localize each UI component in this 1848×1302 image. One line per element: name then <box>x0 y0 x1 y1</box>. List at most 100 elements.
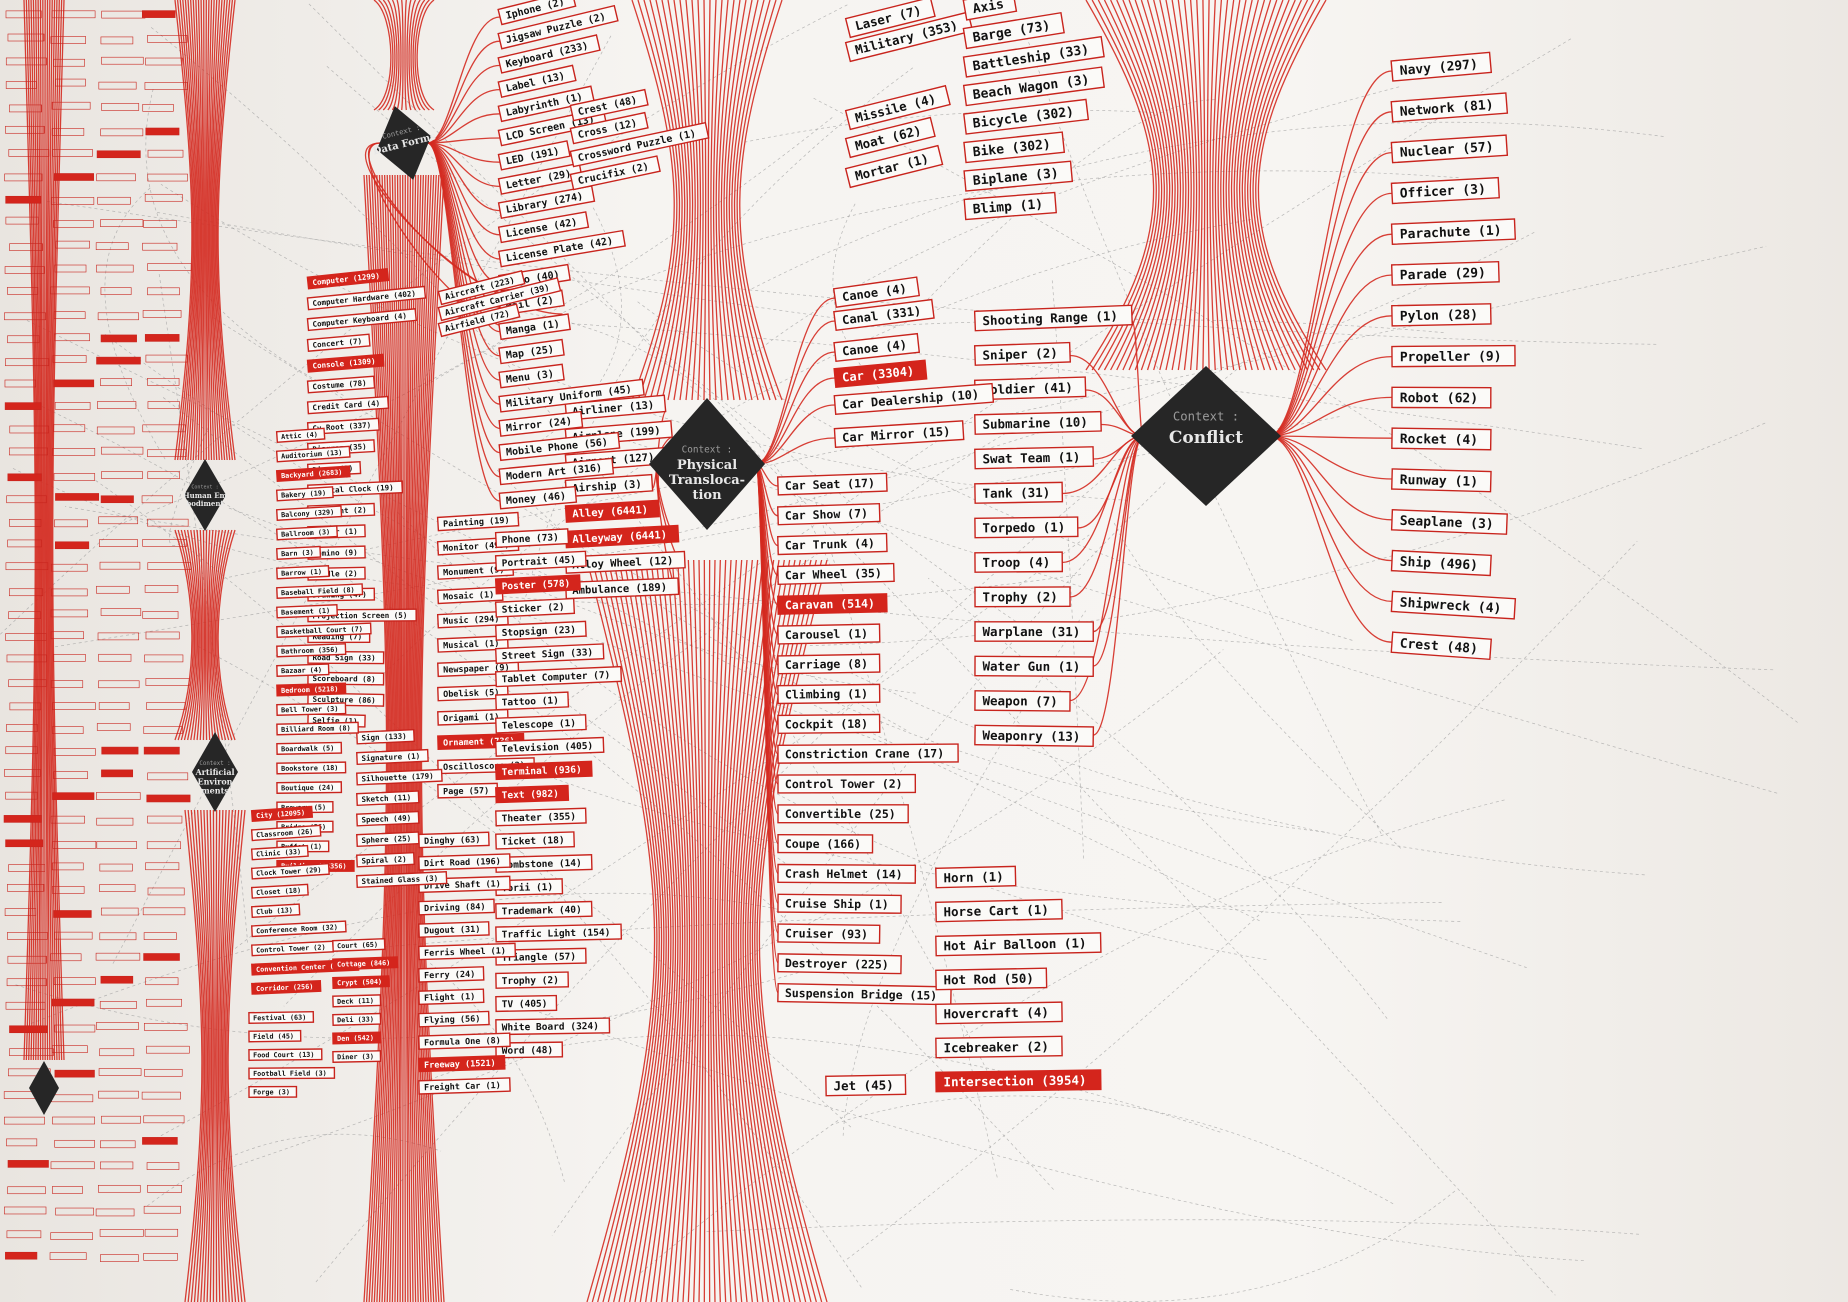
faded-node <box>5 1001 46 1010</box>
node-trophy-2: Trophy (2) <box>495 971 570 989</box>
faded-node <box>144 82 188 90</box>
fan-edge <box>419 174 443 1302</box>
faded-node <box>7 932 48 940</box>
node-stained-glass-3: Stained Glass (3) <box>356 871 448 889</box>
fan-edge <box>382 0 396 111</box>
faded-node <box>145 862 180 871</box>
node-box <box>275 486 334 502</box>
faded-node <box>100 36 134 45</box>
node-carousel-1: Carousel (1) <box>777 623 881 645</box>
fan-edge <box>211 529 224 741</box>
fan-edge <box>50 0 60 1061</box>
dashed-link <box>325 64 1036 635</box>
node-dirt-road-196: Dirt Road (196) <box>418 853 511 871</box>
dashed-link <box>745 109 1154 143</box>
node-box <box>497 162 584 195</box>
fan-edge <box>602 559 663 1302</box>
hub-diamond <box>184 459 226 531</box>
faded-node <box>100 907 139 916</box>
node-label: Suspension Bridge (15) <box>785 986 938 1003</box>
dashed-link <box>859 319 1444 334</box>
node-word-48: Word (48) <box>495 1041 564 1059</box>
node-box <box>494 691 570 711</box>
node-label: Traffic Light (154) <box>502 927 611 940</box>
node-ticket-18: Ticket (18) <box>495 831 575 850</box>
dashed-link <box>831 1095 1394 1205</box>
node-box <box>436 511 520 532</box>
faded-node <box>6 654 47 663</box>
faded-node <box>145 631 180 640</box>
fan-edge <box>1134 0 1176 371</box>
faded-node <box>147 562 192 570</box>
node-label: City (12095) <box>256 809 306 820</box>
node-label: Painting (19) <box>443 515 510 530</box>
node-box <box>306 417 380 436</box>
edge <box>1268 70 1393 437</box>
node-box <box>777 593 888 615</box>
node-box <box>495 736 605 757</box>
faded-node <box>146 794 191 803</box>
faded-node <box>146 1162 180 1170</box>
dashed-link <box>850 672 1647 876</box>
fan-edge <box>747 559 801 1302</box>
faded-node <box>142 242 178 251</box>
node-box <box>248 1010 315 1024</box>
node-box <box>825 1074 907 1097</box>
fan-edge <box>707 0 711 401</box>
node-box <box>564 394 667 421</box>
node-box <box>276 761 347 775</box>
node-hovercraft-4: Hovercraft (4) <box>935 1001 1063 1025</box>
node-box <box>356 831 420 848</box>
fan-edge <box>673 0 694 401</box>
faded-node <box>52 702 96 710</box>
node-label: Torii (1) <box>502 882 554 894</box>
fan-edge <box>220 809 230 1302</box>
node-box <box>251 979 322 995</box>
node-television-405: Television (405) <box>495 736 605 757</box>
dashed-link <box>706 1219 1639 1235</box>
faded-node <box>145 354 188 363</box>
node-box <box>332 956 399 971</box>
faded-node <box>50 36 86 44</box>
hub-conflict: Context : Conflict <box>1131 366 1281 506</box>
hub-diamond <box>1131 366 1281 506</box>
fan-edge <box>736 0 777 401</box>
node-label: Portrait (45) <box>501 555 576 570</box>
node-trademark-40: Trademark (40) <box>495 900 593 920</box>
node-label: Scoreboard (8) <box>312 674 375 684</box>
node-box <box>777 953 902 975</box>
fan-edge <box>214 529 230 741</box>
faded-node <box>5 195 42 204</box>
node-box <box>963 160 1074 192</box>
dashed-link <box>499 997 1587 1262</box>
node-ambulance-189: Ambulance (189) <box>564 577 680 600</box>
fan-edge <box>415 174 432 1302</box>
fan-edge <box>726 559 753 1302</box>
node-carriage-8: Carriage (8) <box>777 653 881 675</box>
node-label: Newspaper (9) <box>443 663 510 676</box>
node-billiard-room-8: Billiard Room (8) <box>276 721 360 736</box>
faded-node <box>97 401 137 409</box>
node-box <box>833 382 995 416</box>
node-convertible-25: Convertible (25) <box>777 804 909 824</box>
fan-edge <box>716 559 732 1302</box>
faded-node <box>98 1068 142 1076</box>
fan-edge <box>179 0 195 461</box>
node-box <box>962 11 1065 50</box>
node-label: Warplane (31) <box>982 624 1080 639</box>
faded-node <box>95 952 141 961</box>
dashed-link <box>734 86 1400 370</box>
faded-node <box>141 10 176 18</box>
fan-edge <box>698 559 705 1302</box>
node-control-tower-2: Control Tower (2) <box>777 773 917 794</box>
node-box <box>418 1077 511 1095</box>
node-label: Hot Air Balloon (1) <box>943 935 1086 953</box>
faded-node <box>99 863 133 872</box>
node-formula-one-8: Formula One (8) <box>418 1032 511 1050</box>
node-box <box>974 410 1102 435</box>
node-traffic-light-154: Traffic Light (154) <box>495 923 623 943</box>
faded-node <box>147 378 180 386</box>
node-sniper-2: Sniper (2) <box>973 341 1071 366</box>
node-troop-4: Troop (4) <box>974 551 1064 573</box>
node-box <box>974 724 1095 748</box>
